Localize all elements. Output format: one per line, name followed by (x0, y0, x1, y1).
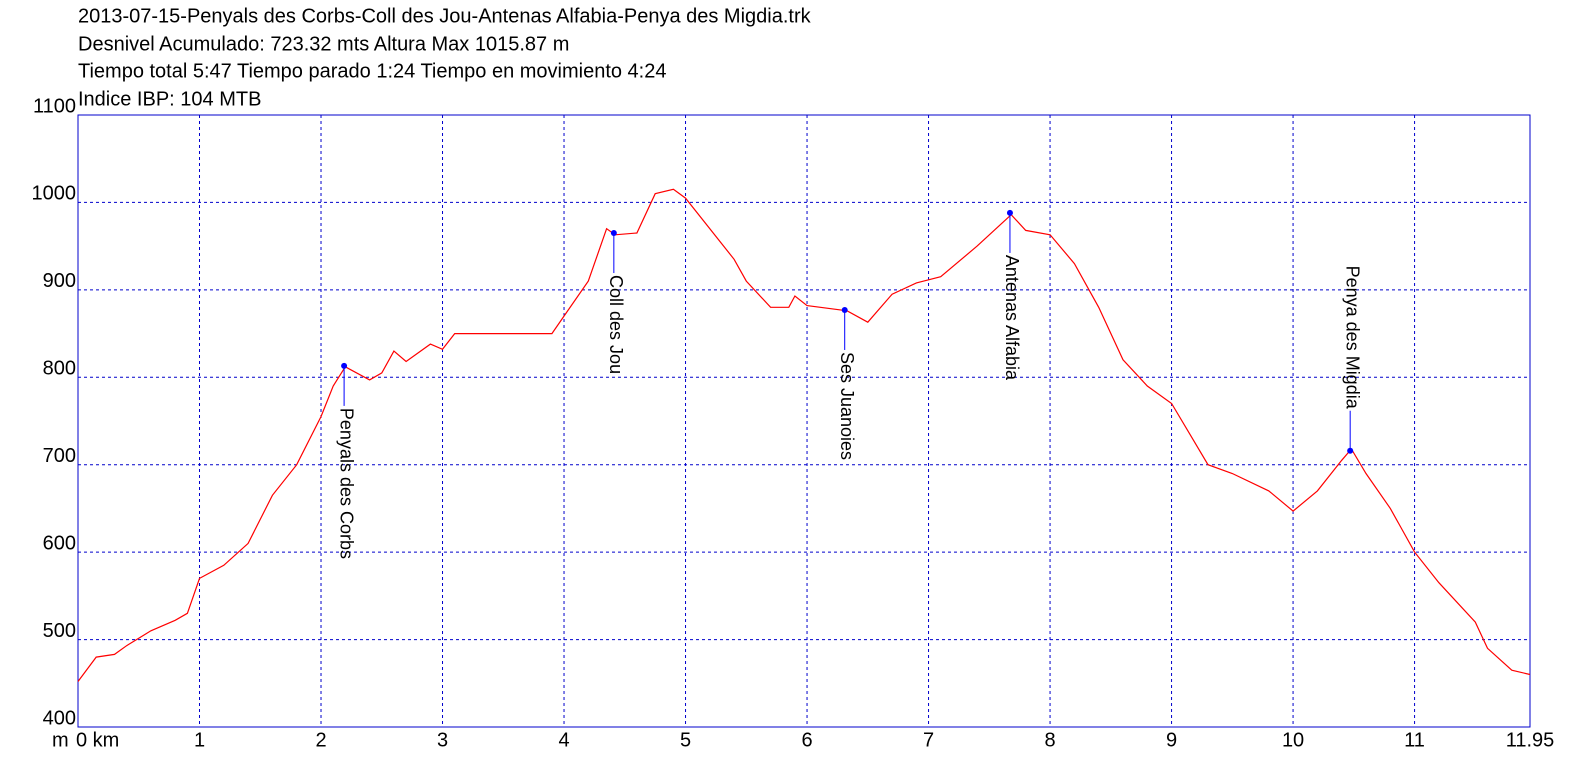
x-tick-label: 2 (315, 729, 326, 751)
y-tick-label: 600 (43, 532, 76, 554)
waypoint-marker (341, 362, 348, 369)
x-tick-label: 7 (923, 729, 934, 751)
x-tick-label: 11 (1404, 729, 1425, 751)
waypoint-marker (1347, 447, 1354, 454)
y-tick-label: 400 (43, 707, 76, 729)
x-tick-label: 6 (801, 729, 812, 751)
x-tick-label: 9 (1166, 729, 1177, 751)
waypoint-label: Ses Juanoies (837, 352, 857, 460)
x-tick-label: 3 (437, 729, 448, 751)
waypoint-marker (610, 230, 617, 237)
waypoint-label: Penyals des Corbs (336, 408, 356, 559)
x-tick-label: 11.95 (1506, 729, 1555, 751)
title-line: 2013-07-15-Penyals des Corbs-Coll des Jo… (78, 5, 812, 27)
x-tick-label: 10 (1282, 729, 1304, 751)
elevation-line (77, 188, 1531, 682)
title-line: Indice IBP: 104 MTB (78, 88, 261, 110)
waypoint-label: Penya des Migdia (1342, 266, 1362, 410)
waypoint-marker (841, 306, 848, 313)
title-line: Desnivel Acumulado: 723.32 mts Altura Ma… (78, 33, 569, 55)
y-tick-label: 500 (43, 620, 76, 642)
title-line: Tiempo total 5:47 Tiempo parado 1:24 Tie… (78, 60, 667, 82)
waypoint-marker (1006, 209, 1013, 216)
x-tick-label: 5 (680, 729, 691, 751)
plot-frame (77, 114, 1531, 728)
y-tick-label: 900 (43, 270, 76, 292)
y-tick-label: 1100 (33, 95, 76, 117)
y-tick-label: 800 (43, 358, 76, 380)
y-tick-label: 700 (43, 445, 76, 467)
x-tick-label: 0 km (76, 729, 119, 751)
y-tick-label: 1000 (32, 183, 77, 205)
x-tick-label: 1 (194, 729, 205, 751)
waypoint-label: Antenas Alfabia (1002, 255, 1022, 381)
y-axis-label: m (52, 729, 69, 751)
x-tick-label: 8 (1044, 729, 1055, 751)
x-tick-label: 4 (558, 729, 569, 751)
waypoint-label: Coll des Jou (606, 275, 626, 374)
